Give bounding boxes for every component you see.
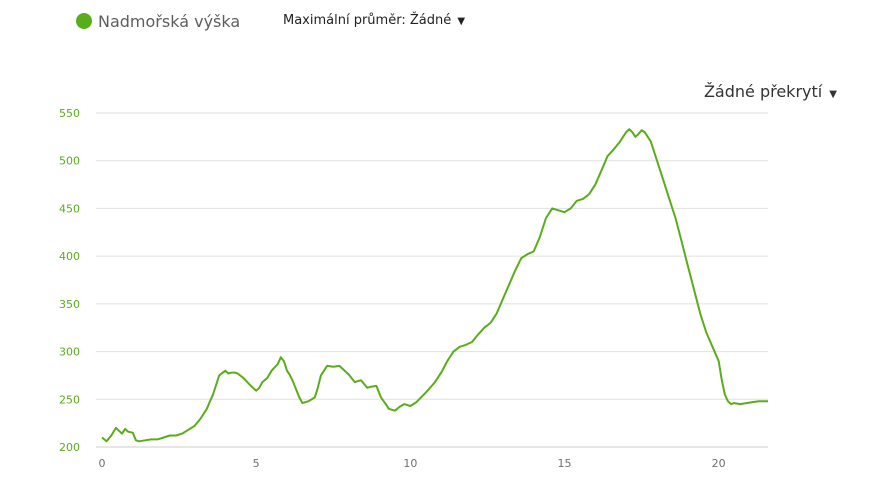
- max-average-value: Žádné: [409, 13, 452, 28]
- y-tick-label: 300: [59, 346, 80, 359]
- max-average-dropdown[interactable]: Maximální průměr: Žádné ▼: [283, 13, 465, 28]
- y-tick-label: 350: [59, 298, 80, 311]
- x-tick-label: 5: [253, 457, 260, 470]
- y-tick-label: 400: [59, 250, 80, 263]
- x-tick-label: 10: [403, 457, 417, 470]
- y-tick-label: 250: [59, 393, 80, 406]
- y-axis-ticks: 200 250 300 350 400 450 500 550: [59, 107, 80, 454]
- x-tick-label: 15: [558, 457, 572, 470]
- caret-down-icon: ▼: [457, 16, 466, 27]
- y-tick-label: 200: [59, 441, 80, 454]
- x-axis-ticks: 0 5 10 15 20: [99, 457, 726, 470]
- caret-down-icon: ▼: [829, 89, 837, 100]
- grid-lines: [96, 112, 768, 448]
- x-tick-label: 0: [99, 457, 106, 470]
- overlay-value: Žádné překrytí: [703, 82, 823, 101]
- overlay-dropdown[interactable]: Žádné překrytí ▼: [704, 82, 837, 101]
- legend-item-elevation[interactable]: Nadmořská výška: [76, 10, 240, 32]
- y-tick-label: 450: [59, 202, 80, 215]
- y-tick-label: 500: [59, 155, 80, 168]
- legend-dot-icon: [76, 13, 92, 29]
- x-tick-label: 20: [712, 457, 726, 470]
- legend-label: Nadmořská výška: [98, 11, 241, 31]
- max-average-label: Maximální průměr:: [283, 13, 406, 28]
- y-tick-label: 550: [59, 107, 80, 120]
- series-line-elevation: [101, 128, 768, 443]
